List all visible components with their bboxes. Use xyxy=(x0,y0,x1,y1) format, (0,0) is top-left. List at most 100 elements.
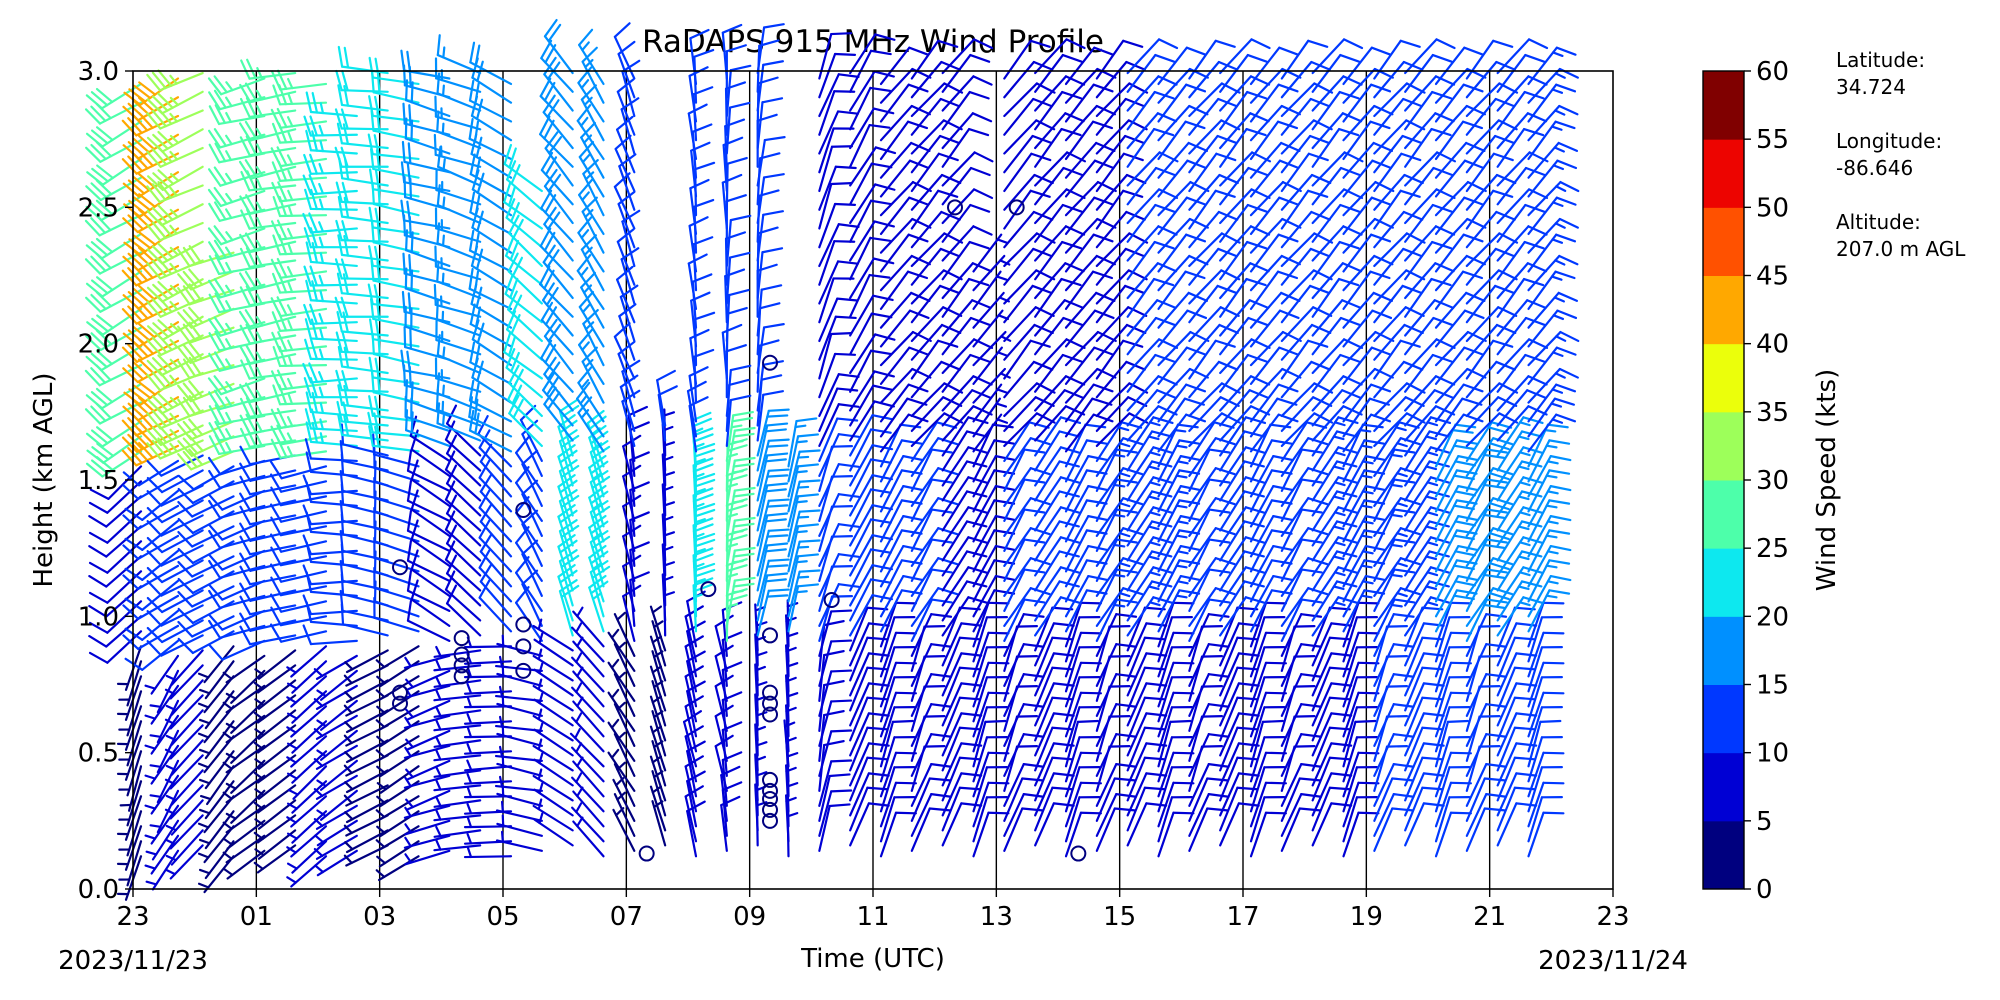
barb-full-flag xyxy=(188,321,203,340)
barb-half-flag xyxy=(286,876,297,884)
barb-staff xyxy=(316,819,358,847)
barb-half-flag xyxy=(404,716,412,728)
wind-barb xyxy=(239,232,297,254)
barb-staff xyxy=(280,510,328,523)
barb-full-flag xyxy=(434,95,438,118)
barb-staff xyxy=(278,139,328,144)
barb-staff xyxy=(190,420,235,441)
barb-half-flag xyxy=(466,742,473,755)
barb-full-flag xyxy=(121,269,138,287)
barb-full-flag xyxy=(91,317,109,333)
barb-full-flag xyxy=(239,595,252,616)
wind-barb xyxy=(89,465,143,500)
barb-full-flag xyxy=(923,685,946,688)
barb-full-flag xyxy=(767,438,790,442)
barb-full-flag xyxy=(239,324,251,345)
barb-full-flag xyxy=(239,522,252,542)
barb-full-flag xyxy=(157,92,174,109)
barb-staff xyxy=(436,422,482,442)
barb-full-flag xyxy=(157,319,175,335)
wind-barb xyxy=(433,735,482,748)
wind-barb xyxy=(85,270,143,298)
wind-barb xyxy=(375,735,420,762)
barb-full-flag xyxy=(122,514,140,531)
barb-staff xyxy=(107,465,143,500)
barb-full-flag xyxy=(208,129,222,149)
barb-half-flag xyxy=(404,853,413,864)
barb-half-flag xyxy=(169,112,178,123)
wind-barb xyxy=(302,174,358,196)
barb-full-flag xyxy=(84,258,102,275)
barb-half-flag xyxy=(165,854,178,862)
barb-half-flag xyxy=(797,455,810,459)
barb-half-flag xyxy=(225,300,233,312)
wind-barb xyxy=(164,664,204,700)
barb-half-flag xyxy=(435,779,442,791)
barb-staff xyxy=(278,101,328,106)
barb-half-flag xyxy=(222,851,233,860)
wind-barb xyxy=(85,82,143,110)
barb-full-flag xyxy=(90,459,109,475)
barb-full-flag xyxy=(137,134,156,151)
barb-staff xyxy=(309,227,358,234)
barb-full-flag xyxy=(336,400,343,423)
barb-staff xyxy=(158,221,204,242)
barb-full-flag xyxy=(96,126,114,142)
barb-half-flag xyxy=(500,830,504,843)
wind-barb xyxy=(405,409,451,448)
barb-full-flag xyxy=(436,72,441,95)
barb-staff xyxy=(248,184,297,192)
barb-full-flag xyxy=(127,433,144,451)
barb-half-flag xyxy=(795,590,808,594)
wind-barb xyxy=(118,720,143,767)
barb-full-flag xyxy=(305,451,313,474)
barb-full-flag xyxy=(444,540,456,561)
barb-full-flag xyxy=(271,161,282,182)
barb-full-flag xyxy=(239,122,252,142)
barb-full-flag xyxy=(122,105,140,122)
barb-full-flag xyxy=(146,262,162,280)
barb-full-flag xyxy=(406,50,412,73)
wind-barb xyxy=(344,679,389,704)
barb-half-flag xyxy=(287,93,294,105)
barb-full-flag xyxy=(146,373,162,392)
barb-full-flag xyxy=(343,46,350,69)
wind-barb xyxy=(344,829,389,854)
barb-half-flag xyxy=(225,246,233,258)
wind-barb xyxy=(286,810,328,844)
barb-full-flag xyxy=(239,462,252,482)
wind-barb xyxy=(177,356,235,379)
barb-staff xyxy=(279,176,328,182)
wind-barb xyxy=(406,539,451,582)
wind-barb xyxy=(405,379,451,418)
barb-half-flag xyxy=(197,852,210,859)
barb-full-flag xyxy=(208,105,221,126)
barb-staff xyxy=(373,540,420,558)
barb-half-flag xyxy=(225,192,234,204)
barb-full-flag xyxy=(177,440,193,457)
barb-full-flag xyxy=(238,310,252,330)
barb-full-flag xyxy=(146,286,164,303)
barb-staff xyxy=(403,774,451,789)
barb-full-flag xyxy=(152,95,169,112)
barb-staff xyxy=(204,810,235,850)
barb-full-flag xyxy=(374,245,380,268)
barb-full-flag xyxy=(177,273,193,291)
barb-half-flag xyxy=(405,708,414,719)
barb-staff xyxy=(479,550,513,588)
barb-full-flag xyxy=(208,589,222,609)
barb-full-flag xyxy=(830,729,853,733)
barb-staff xyxy=(373,616,420,633)
barb-full-flag xyxy=(830,609,853,613)
barb-half-flag xyxy=(254,848,265,857)
wind-barb xyxy=(146,604,204,627)
barb-staff xyxy=(279,382,328,391)
barb-half-flag xyxy=(169,428,179,439)
barb-half-flag xyxy=(169,358,179,369)
barb-full-flag xyxy=(122,367,139,384)
barb-staff xyxy=(340,330,389,337)
barb-full-flag xyxy=(127,141,145,157)
barb-staff xyxy=(478,596,513,633)
barb-full-flag xyxy=(121,158,138,175)
barb-half-flag xyxy=(253,711,264,721)
